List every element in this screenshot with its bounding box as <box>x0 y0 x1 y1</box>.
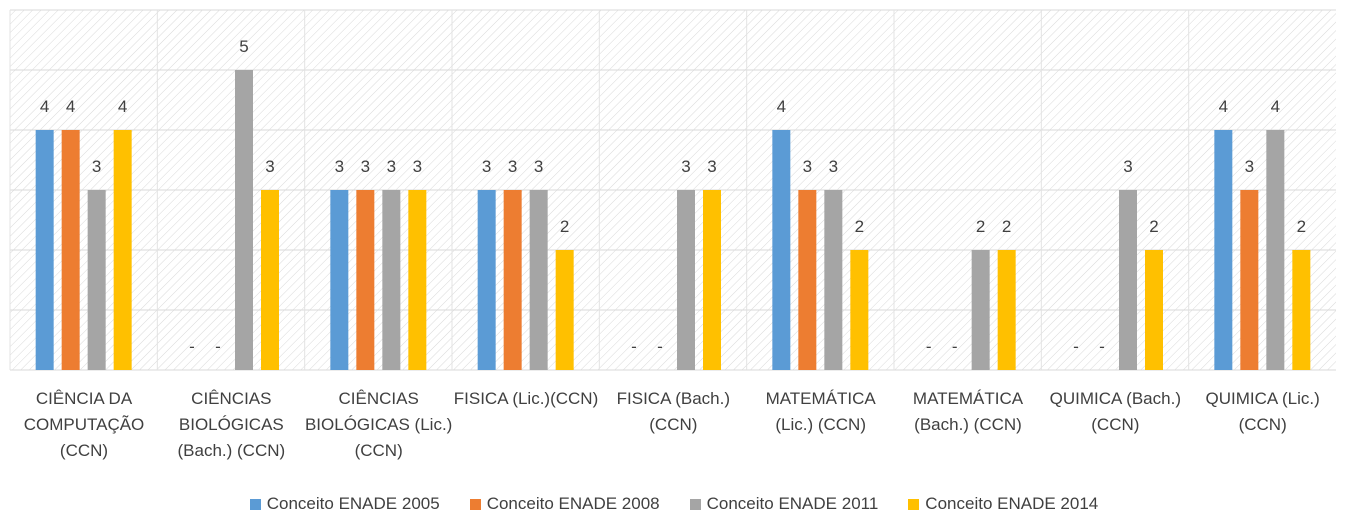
data-label: - <box>1099 337 1105 356</box>
legend-item: Conceito ENADE 2014 <box>908 494 1098 514</box>
bar <box>529 190 548 370</box>
data-label: 3 <box>707 157 716 176</box>
bar <box>1266 130 1285 370</box>
data-label: 3 <box>803 157 812 176</box>
bar <box>61 130 80 370</box>
legend-swatch <box>689 498 701 510</box>
data-label: 3 <box>681 157 690 176</box>
legend-item: Conceito ENADE 2011 <box>689 494 879 514</box>
x-tick-label: FISICA (Lic.)(CCN) <box>453 389 599 408</box>
data-label: 2 <box>1149 217 1158 236</box>
x-tick-label: MATEMÁTICA (Lic.) (CCN) <box>765 389 876 434</box>
bar <box>850 250 869 370</box>
legend-swatch <box>908 498 920 510</box>
data-label: 3 <box>265 157 274 176</box>
data-label: 3 <box>361 157 370 176</box>
legend-label: Conceito ENADE 2008 <box>486 494 660 513</box>
data-label: 3 <box>387 157 396 176</box>
data-label: 5 <box>239 37 248 56</box>
data-label: 2 <box>560 217 569 236</box>
bar <box>503 190 522 370</box>
bar <box>235 70 253 370</box>
data-label: 4 <box>777 97 786 116</box>
x-tick-label: MATEMÁTICA (Bach.) (CCN) <box>912 389 1024 434</box>
data-label: 3 <box>335 157 344 176</box>
bar <box>824 190 843 370</box>
data-label: - <box>926 337 932 356</box>
x-tick-label: QUIMICA (Lic.) (CCN) <box>1205 389 1320 434</box>
data-label: 3 <box>92 157 101 176</box>
bar <box>35 130 54 370</box>
bar <box>997 250 1016 370</box>
bar <box>1119 190 1137 370</box>
data-label: - <box>1073 337 1079 356</box>
data-label: 4 <box>1219 97 1228 116</box>
data-label: 3 <box>829 157 838 176</box>
bar <box>261 190 279 370</box>
bar <box>1214 130 1233 370</box>
bar <box>772 130 791 370</box>
legend-label: Conceito ENADE 2011 <box>706 494 879 513</box>
legend-item: Conceito ENADE 2008 <box>469 494 660 514</box>
data-label: 4 <box>66 97 75 116</box>
data-label: 2 <box>1002 217 1011 236</box>
bar <box>798 190 817 370</box>
x-tick-label: CIÊNCIAS BIOLÓGICAS (Lic.) (CCN) <box>304 389 453 460</box>
data-label: - <box>657 337 663 356</box>
legend-label: Conceito ENADE 2005 <box>266 494 440 513</box>
data-label: - <box>189 337 195 356</box>
data-label: 4 <box>1271 97 1280 116</box>
data-label: - <box>631 337 637 356</box>
data-label: 3 <box>1245 157 1254 176</box>
bar <box>477 190 496 370</box>
x-tick-label: CIÊNCIAS BIOLÓGICAS (Bach.) (CCN) <box>177 389 286 460</box>
bar <box>703 190 721 370</box>
x-tick-label: FISICA (Bach.) (CCN) <box>616 389 731 434</box>
bar <box>1292 250 1311 370</box>
legend-item: Conceito ENADE 2005 <box>249 494 440 514</box>
data-label: 3 <box>508 157 517 176</box>
data-label: - <box>215 337 221 356</box>
data-label: 2 <box>855 217 864 236</box>
legend-swatch <box>249 498 261 510</box>
data-label: 4 <box>118 97 127 116</box>
bar <box>87 190 106 370</box>
data-label: 4 <box>40 97 49 116</box>
bar <box>408 190 427 370</box>
legend: Conceito ENADE 2005 Conceito ENADE 2008 Co… <box>0 494 1348 514</box>
x-tick-label: CIÊNCIA DA COMPUTAÇÃO (CCN) <box>23 389 145 460</box>
bar <box>1240 190 1259 370</box>
data-label: - <box>952 337 958 356</box>
bar <box>113 130 132 370</box>
data-label: 3 <box>482 157 491 176</box>
bar <box>382 190 401 370</box>
legend-label: Conceito ENADE 2014 <box>925 494 1099 513</box>
data-label: 3 <box>413 157 422 176</box>
x-tick-label: QUIMICA (Bach.) (CCN) <box>1049 389 1181 434</box>
data-label: 2 <box>1297 217 1306 236</box>
bar <box>971 250 990 370</box>
bar <box>1145 250 1163 370</box>
legend-swatch <box>469 498 481 510</box>
bar <box>330 190 349 370</box>
data-label: 3 <box>1123 157 1132 176</box>
bar <box>677 190 695 370</box>
data-label: 2 <box>976 217 985 236</box>
data-label: 3 <box>534 157 543 176</box>
bar <box>356 190 375 370</box>
bar <box>555 250 574 370</box>
